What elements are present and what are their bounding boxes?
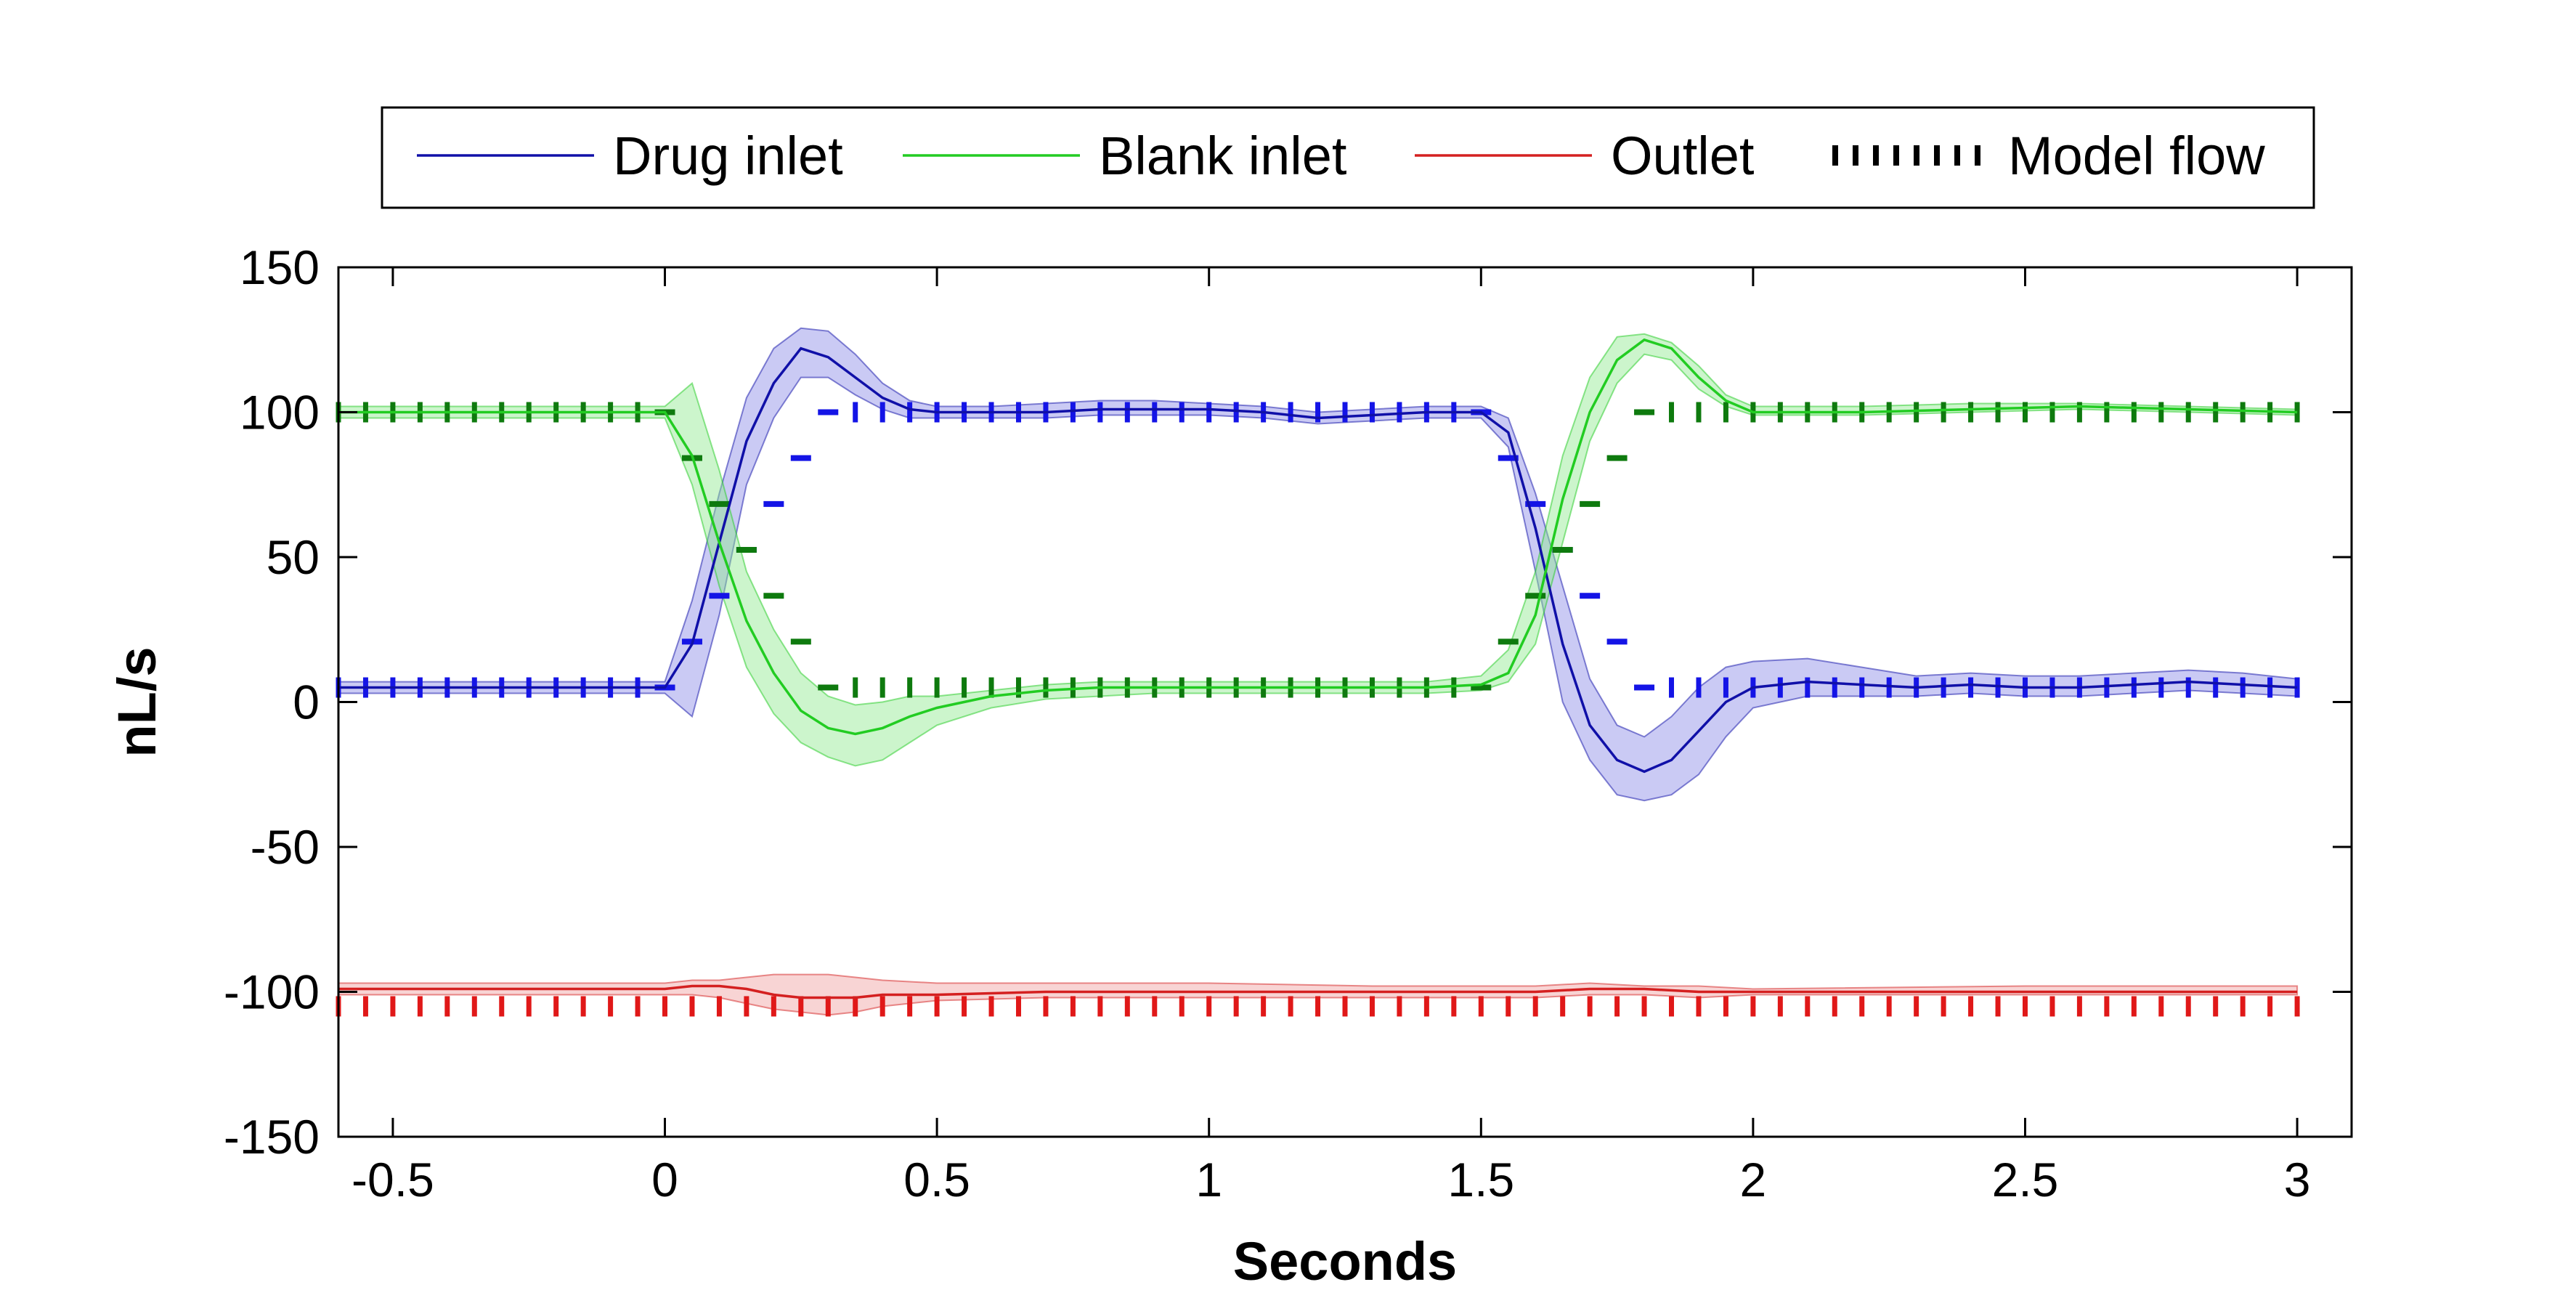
y-tick-label: 150 bbox=[240, 240, 320, 294]
y-tick-label: 50 bbox=[267, 530, 320, 584]
blank-line bbox=[338, 338, 2298, 736]
x-tick-label: 1.5 bbox=[1447, 1153, 1514, 1206]
y-axis-title: nL/s bbox=[107, 646, 167, 757]
outlet-model bbox=[336, 996, 2300, 1017]
y-tick-label: -150 bbox=[224, 1110, 320, 1164]
outlet-line bbox=[338, 984, 2298, 999]
x-tick-label: 1 bbox=[1195, 1153, 1222, 1206]
y-tick-label: 0 bbox=[293, 676, 320, 729]
legend-label: Outlet bbox=[1611, 126, 1755, 186]
legend-entry: Blank inlet bbox=[903, 126, 1347, 186]
drug-line bbox=[338, 346, 2298, 774]
legend-entry: Model flow bbox=[1832, 126, 2265, 186]
x-tick-label: -0.5 bbox=[352, 1153, 434, 1206]
legend-label: Drug inlet bbox=[613, 126, 843, 186]
x-tick-label: 0.5 bbox=[903, 1153, 970, 1206]
y-tick-label: -100 bbox=[224, 965, 320, 1019]
y-tick-label: 100 bbox=[240, 386, 320, 439]
x-tick-label: 0 bbox=[651, 1153, 678, 1206]
y-tick-label: -50 bbox=[251, 820, 320, 874]
axes: -0.5 0 0.5 1 1.5 2 2.5 3 150 100 50 0 -50 -100 -150 bbox=[224, 240, 2353, 1206]
x-tick-label: 3 bbox=[2284, 1153, 2311, 1206]
legend-label: Model flow bbox=[2008, 126, 2265, 186]
measured-lines bbox=[338, 338, 2298, 999]
legend-box bbox=[381, 106, 2315, 209]
legend-entry: Drug inlet bbox=[417, 126, 843, 186]
x-tick-label: 2.5 bbox=[1992, 1153, 2059, 1206]
x-tick-label: 2 bbox=[1740, 1153, 1767, 1206]
legend-label: Blank inlet bbox=[1099, 126, 1347, 186]
x-axis-title: Seconds bbox=[1233, 1231, 1457, 1290]
legend: Drug inlet Blank inlet Outlet Model flow bbox=[381, 106, 2315, 209]
legend-entry: Outlet bbox=[1415, 126, 1755, 186]
